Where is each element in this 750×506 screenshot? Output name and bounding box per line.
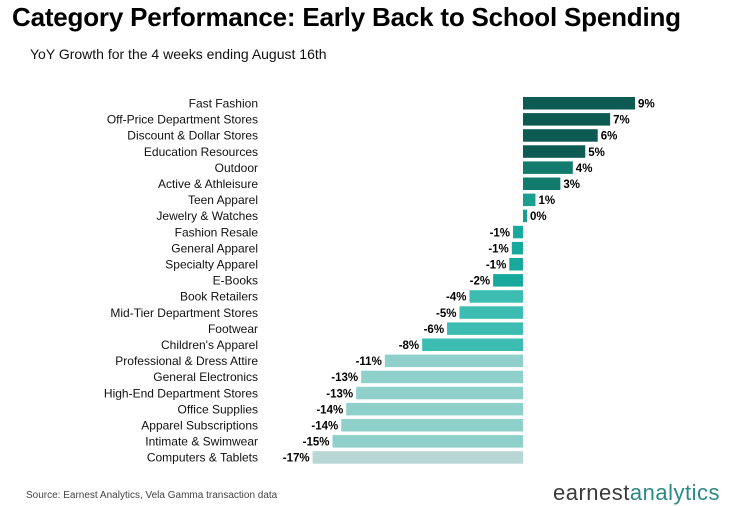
bar: [384, 354, 523, 368]
value-label: 6%: [601, 131, 618, 143]
brand-part-1: earnest: [553, 480, 630, 505]
value-label: -14%: [311, 421, 338, 433]
category-label: Off-Price Department Stores: [107, 113, 258, 127]
value-label: 3%: [563, 179, 580, 191]
category-label: Office Supplies: [178, 402, 259, 416]
value-label: -17%: [283, 453, 310, 465]
category-label: Jewelry & Watches: [156, 209, 258, 223]
value-label: -1%: [490, 227, 510, 239]
bar: [523, 129, 598, 142]
category-label: Professional & Dress Attire: [115, 354, 258, 368]
bar: [523, 193, 536, 207]
bar: [361, 370, 523, 384]
category-label: High-End Department Stores: [104, 386, 258, 400]
value-label: 1%: [538, 195, 555, 207]
value-label: 4%: [576, 163, 593, 175]
category-label: Intimate & Swimwear: [145, 435, 258, 449]
value-label: -4%: [446, 292, 466, 304]
bar: [356, 386, 523, 400]
value-label: -8%: [399, 340, 419, 352]
bar: [346, 402, 523, 416]
category-label: Apparel Subscriptions: [141, 419, 258, 433]
value-label: -1%: [486, 260, 506, 272]
value-label: -1%: [488, 243, 508, 255]
value-label: -13%: [331, 372, 358, 384]
value-label: -15%: [303, 437, 330, 449]
bar: [523, 113, 611, 126]
brand-part-2: analytics: [629, 480, 720, 505]
bar: [459, 306, 523, 319]
value-label: -11%: [356, 356, 382, 368]
category-label: Teen Apparel: [188, 193, 258, 207]
category-label: Fashion Resale: [175, 225, 259, 239]
category-label: Discount & Dollar Stores: [127, 129, 258, 143]
value-label: -2%: [470, 276, 490, 288]
bar: [523, 145, 586, 158]
brand-logo: earnestanalytics: [553, 480, 720, 506]
bar: [523, 161, 573, 174]
chart-title: Category Performance: Early Back to Scho…: [12, 2, 681, 32]
category-label: Outdoor: [215, 161, 258, 175]
value-label: -13%: [326, 388, 353, 400]
bar: [513, 225, 523, 239]
value-label: 5%: [588, 147, 605, 159]
category-label: General Electronics: [153, 370, 258, 384]
bar: [493, 274, 523, 287]
category-label: Computers & Tablets: [147, 451, 258, 465]
value-label: -5%: [436, 308, 456, 320]
bar: [509, 258, 523, 271]
bar: [469, 290, 523, 303]
category-label: General Apparel: [171, 241, 258, 255]
bar: [447, 322, 523, 335]
bar-chart: Fast Fashion 9% Off-Price Department Store…: [104, 97, 655, 465]
category-label: Footwear: [208, 322, 258, 336]
bar: [511, 241, 523, 255]
bar: [422, 338, 523, 351]
value-label: 7%: [613, 115, 630, 127]
bar: [332, 435, 523, 448]
value-label: 9%: [638, 99, 655, 111]
category-label: E-Books: [213, 274, 258, 288]
bar: [341, 419, 523, 432]
bar: [523, 97, 636, 110]
category-label: Active & Athleisure: [158, 177, 258, 191]
source-note: Source: Earnest Analytics, Vela Gamma tr…: [26, 490, 278, 501]
value-label: -6%: [424, 324, 444, 336]
value-label: -14%: [316, 404, 343, 416]
category-label: Fast Fashion: [189, 97, 258, 111]
category-label: Specialty Apparel: [165, 258, 258, 272]
bar: [312, 451, 523, 464]
value-label: 0%: [530, 211, 547, 223]
bar: [523, 177, 561, 190]
category-label: Book Retailers: [180, 290, 258, 304]
chart-subtitle: YoY Growth for the 4 weeks ending August…: [30, 46, 327, 62]
bar: [523, 209, 527, 223]
category-label: Mid-Tier Department Stores: [110, 306, 258, 320]
category-label: Children's Apparel: [161, 338, 258, 352]
category-label: Education Resources: [144, 145, 258, 159]
